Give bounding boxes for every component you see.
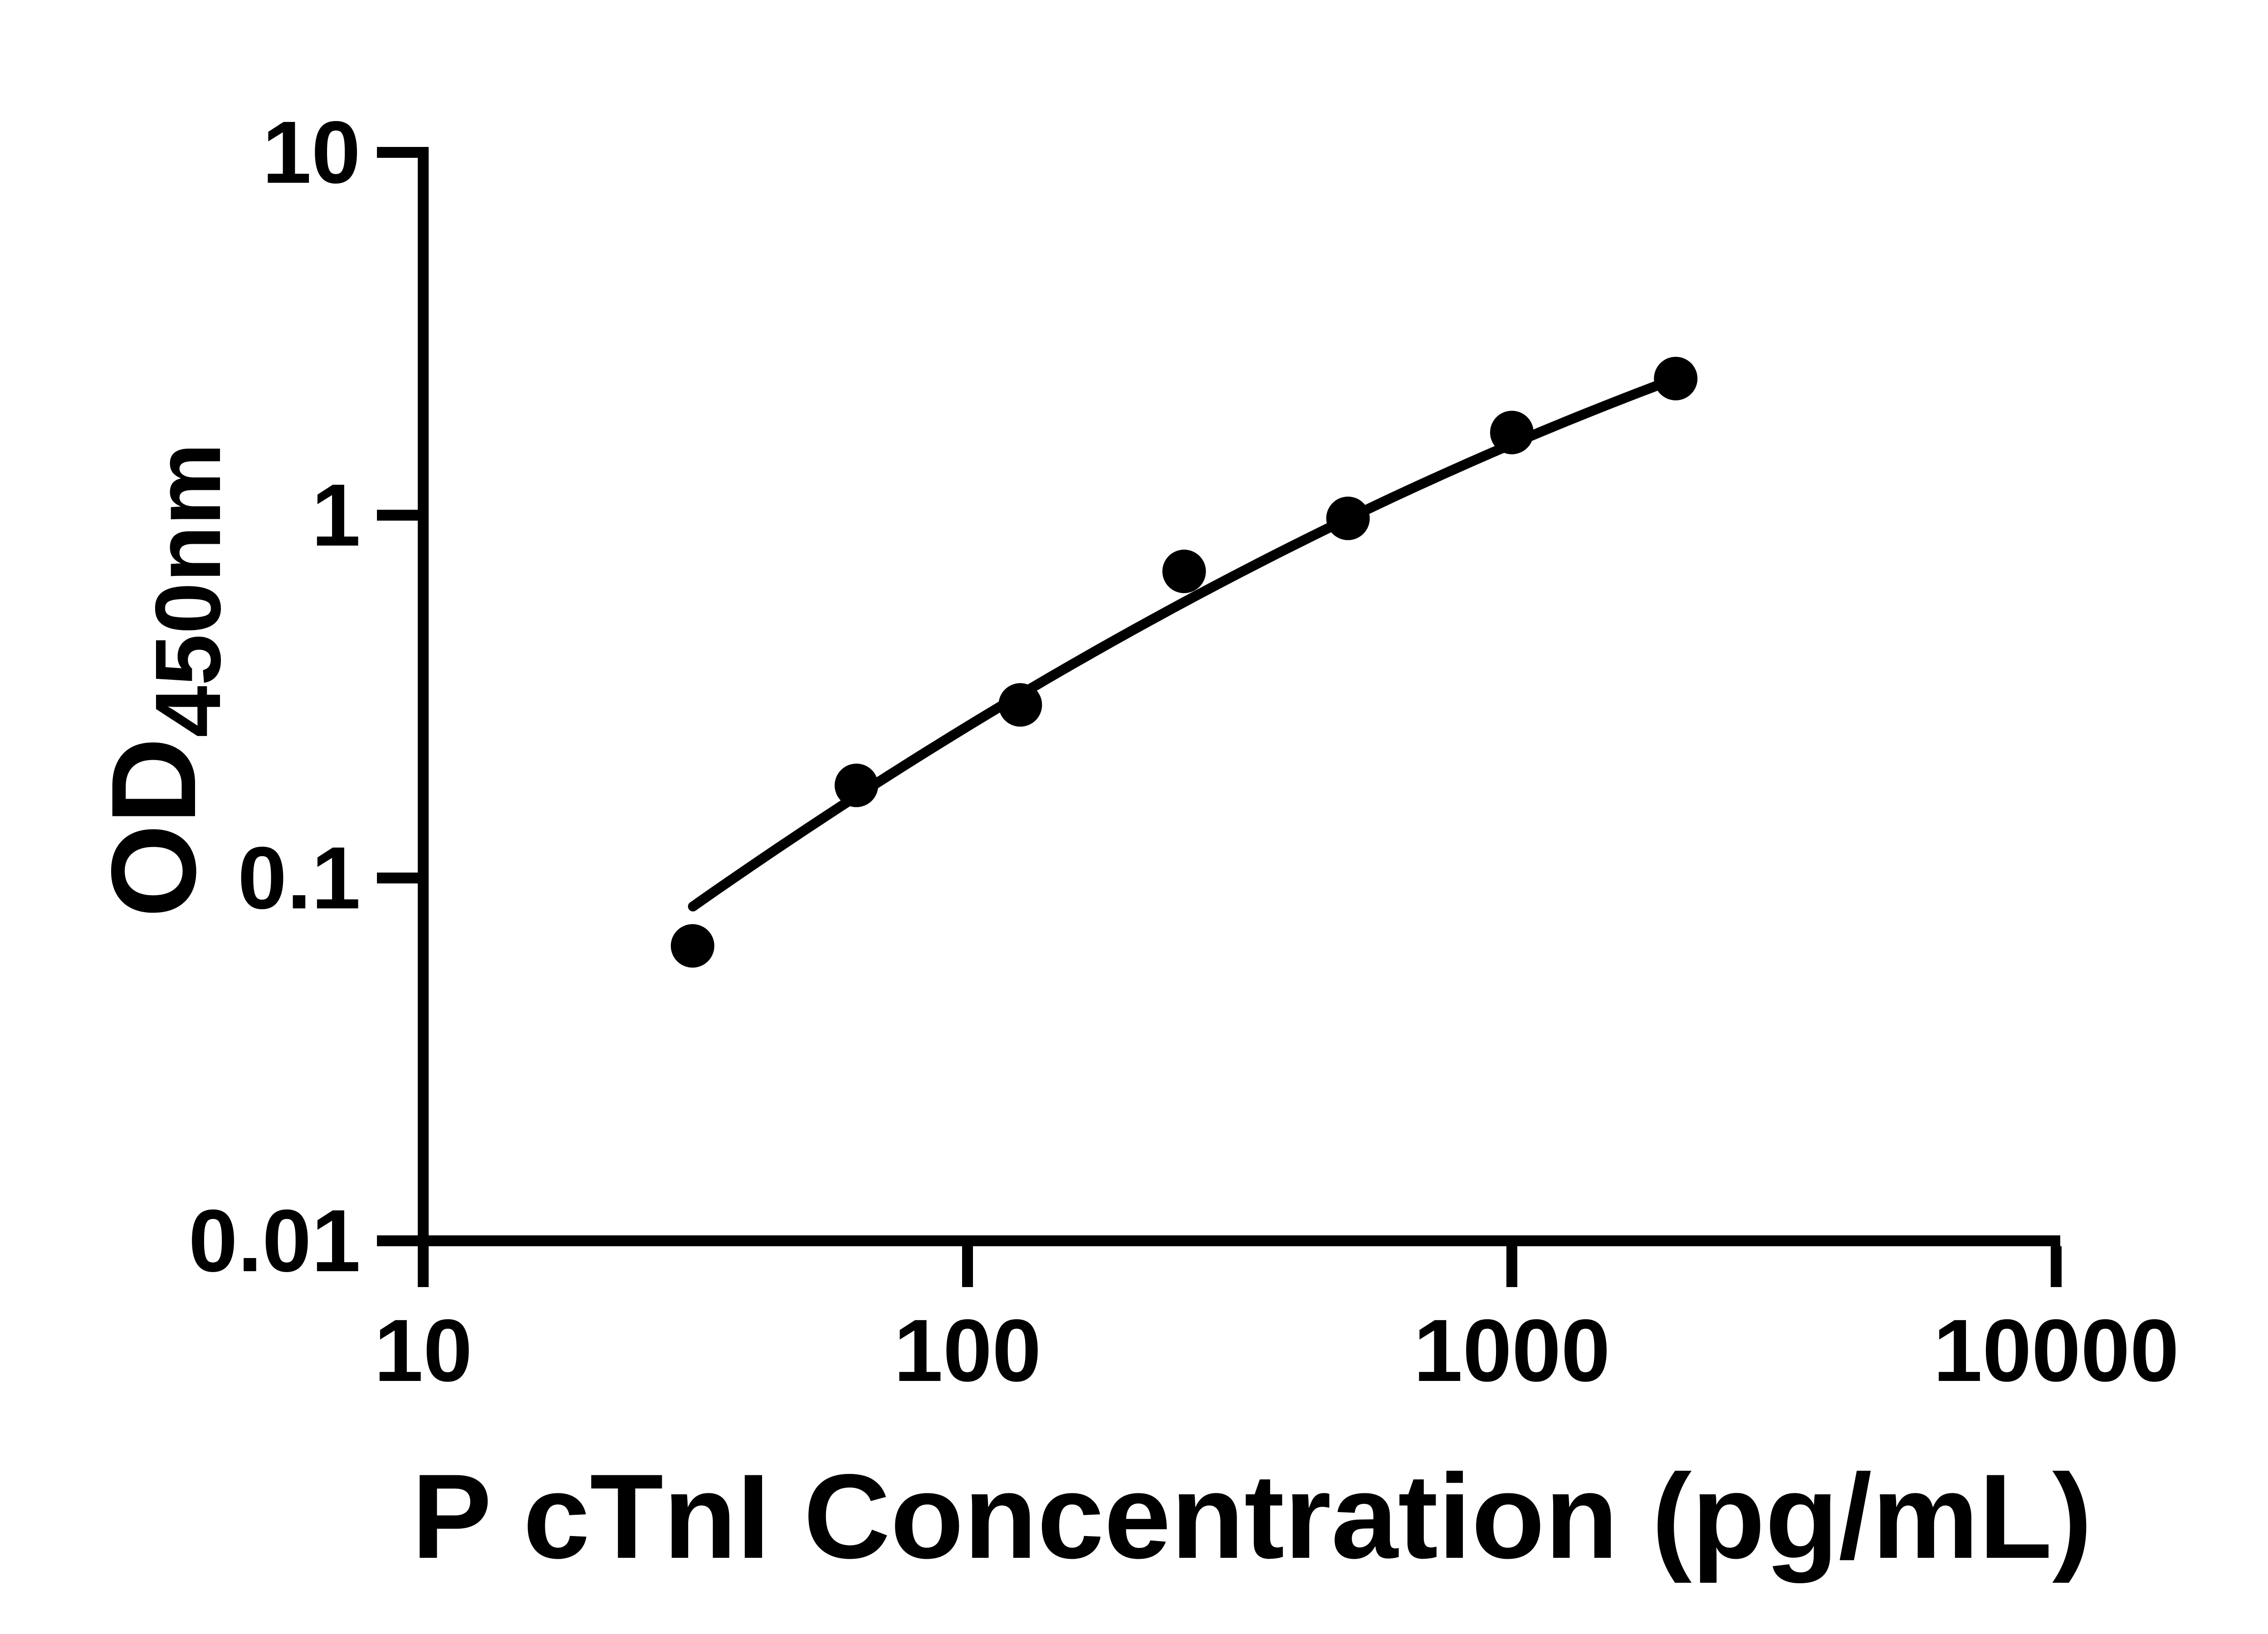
x-tick-label: 10 <box>374 1301 473 1400</box>
axes <box>418 147 2060 1246</box>
y-tick-label: 1 <box>312 466 361 565</box>
axis-ticks <box>377 147 2062 1287</box>
x-tick-label: 100 <box>894 1301 1041 1400</box>
data-point <box>835 763 879 807</box>
x-tick-label: 1000 <box>1413 1301 1610 1400</box>
data-point <box>1654 356 1698 400</box>
data-point <box>1490 410 1534 454</box>
x-axis-title: P cTnI Concentration (pg/mL) <box>411 1449 2092 1584</box>
data-point <box>1162 549 1206 593</box>
fit-curve-layer <box>688 373 1681 912</box>
y-axis-title-subscript: 450nm <box>136 443 240 737</box>
data-point <box>998 683 1042 727</box>
y-tick-label: 10 <box>262 103 361 202</box>
data-point <box>1326 497 1370 541</box>
y-tick-label: 0.01 <box>188 1191 361 1290</box>
y-axis-title: OD450nm <box>87 443 240 917</box>
y-tick-label: 0.1 <box>238 829 361 927</box>
data-point <box>670 924 714 968</box>
data-point-layer <box>670 356 1698 968</box>
fit-curve <box>688 373 1681 912</box>
y-axis-title-main: OD <box>87 737 221 918</box>
x-tick-label: 10000 <box>1933 1301 2179 1400</box>
